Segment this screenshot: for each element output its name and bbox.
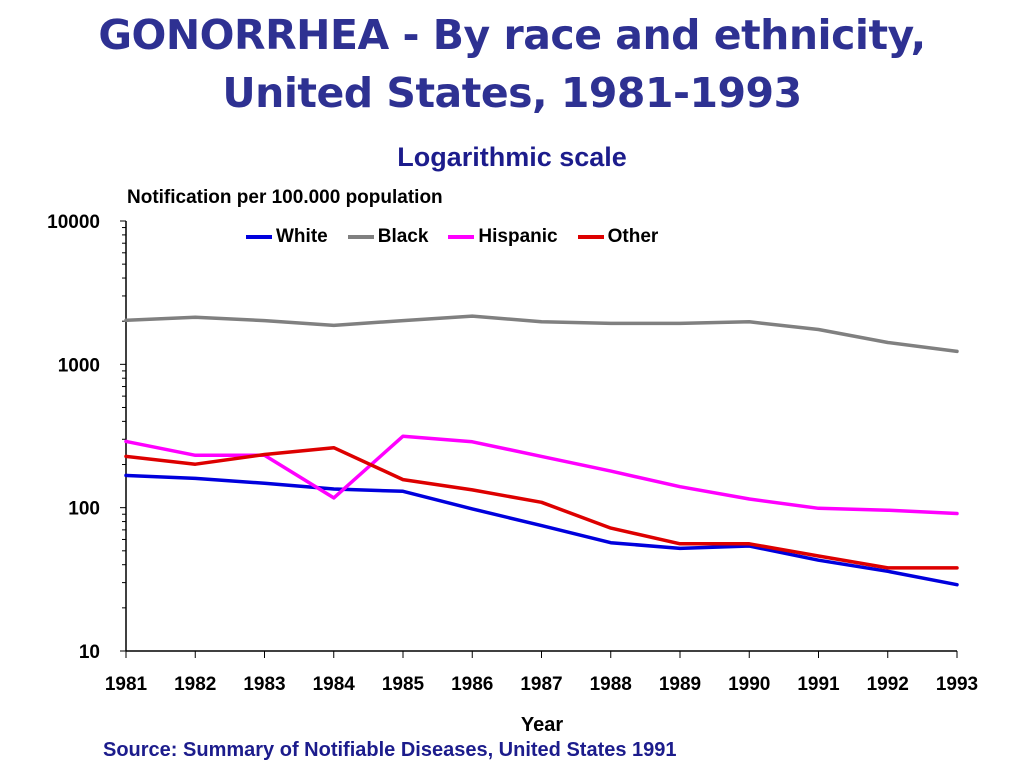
legend-label: Hispanic [478,226,558,247]
y-tick-label: 1000 [58,355,100,376]
series-line-other [124,445,959,570]
chart-legend: White Black Hispanic Other [246,226,678,248]
x-tick-label: 1992 [867,674,909,695]
x-tick-label: 1981 [105,674,148,695]
series-line-white [124,473,959,587]
y-tick-label: 100 [68,499,100,520]
series-line-black [124,314,959,354]
legend-label: Other [607,226,659,247]
x-tick-label: 1990 [728,674,770,695]
legend-item-other: Other [577,226,659,248]
x-tick-label: 1993 [936,674,978,695]
x-tick-label: 1987 [520,674,562,695]
x-axis-label: Year [520,714,564,736]
legend-item-white: White [246,226,328,248]
legend-item-black: Black [347,226,429,248]
x-tick-label: 1988 [590,674,632,695]
y-tick-label: 10 [79,642,100,663]
legend-item-hispanic: Hispanic [448,226,558,248]
y-tick-label: 10000 [47,212,100,233]
legend-swatch [448,235,475,239]
chart-subtitle: Logarithmic scale [397,142,627,172]
x-tick-label: 1984 [313,674,356,695]
source-note: Source: Summary of Notifiable Diseases, … [103,739,677,761]
slide-title: GONORRHEA - By race and ethnicity, Unite… [98,11,926,117]
y-axis-label: Notification per 100.000 population [127,187,443,208]
x-tick-label: 1982 [174,674,216,695]
x-tick-label: 1991 [797,674,840,695]
x-tick-label: 1985 [382,674,425,695]
legend-swatch [577,235,604,239]
legend-swatch [347,235,374,239]
x-tick-label: 1986 [451,674,493,695]
legend-label: White [276,226,328,247]
legend-label: Black [377,226,429,247]
x-tick-label: 1983 [243,674,285,695]
x-tick-label: 1989 [659,674,701,695]
legend-swatch [246,235,272,239]
